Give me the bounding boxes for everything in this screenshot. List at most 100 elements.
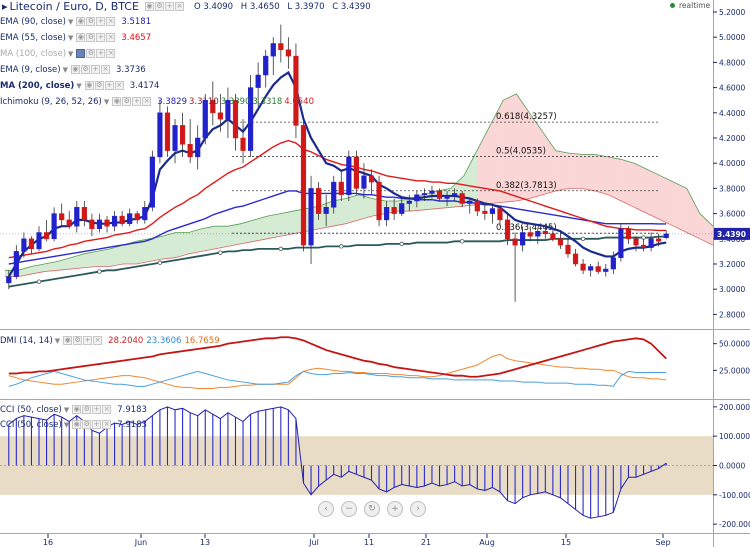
legend-cci-1[interactable]: CCI (50, close) ▼ ◉ ⚙ + × 7.9183: [0, 403, 153, 416]
close-icon[interactable]: ×: [106, 17, 116, 26]
plus-icon[interactable]: +: [96, 33, 106, 42]
close-icon[interactable]: ×: [102, 405, 112, 414]
candle-body: [59, 213, 65, 221]
eye-icon[interactable]: [76, 49, 86, 58]
eye-icon[interactable]: ◉: [84, 81, 94, 90]
eye-icon[interactable]: ◉: [70, 65, 80, 74]
close-icon[interactable]: ×: [106, 49, 116, 58]
close-icon[interactable]: ×: [100, 65, 110, 74]
ichimoku-cloud-segment: [503, 93, 517, 203]
chevron-down-icon[interactable]: ▼: [103, 97, 110, 106]
candle-body: [179, 125, 186, 145]
settings-icon[interactable]: ⚙: [73, 336, 83, 345]
chevron-down-icon[interactable]: ▼: [67, 33, 74, 42]
scroll-right-button[interactable]: ›: [410, 501, 426, 517]
chevron-down-icon[interactable]: ▼: [54, 336, 61, 345]
ichimoku-cloud-segment: [162, 232, 176, 259]
plus-icon[interactable]: +: [90, 65, 100, 74]
settings-icon[interactable]: ⚙: [82, 405, 92, 414]
chevron-down-icon[interactable]: ▼: [67, 17, 74, 26]
candle-body: [187, 144, 193, 158]
eye-icon[interactable]: ◉: [76, 17, 86, 26]
candle-body: [618, 228, 624, 258]
chevron-down-icon[interactable]: ▼: [63, 420, 70, 429]
x-axis-label: Jul: [308, 538, 319, 547]
legend-ema-90[interactable]: EMA (90, close) ▼ ◉ ⚙ + × 3.5181: [0, 15, 157, 28]
ma-200-line: [8, 235, 667, 288]
settings-icon[interactable]: ⚙: [82, 420, 92, 429]
plus-icon[interactable]: +: [96, 49, 106, 58]
legend-name: EMA (90, close): [0, 16, 66, 27]
ichimoku-cloud-segment: [280, 211, 294, 237]
chart-navigation: ‹ − ↻ + ›: [318, 501, 426, 517]
legend-ema-9[interactable]: EMA (9, close) ▼ ◉ ⚙ + × 3.3736: [0, 63, 152, 76]
eye-icon[interactable]: ◉: [72, 420, 82, 429]
plus-icon[interactable]: +: [164, 2, 174, 11]
title-buttons[interactable]: ◉ ⚙ + ×: [144, 2, 184, 11]
eye-icon[interactable]: ◉: [112, 97, 122, 106]
reset-view-button[interactable]: ↻: [364, 501, 380, 517]
legend-ma-200[interactable]: MA (200, close) ▼ ◉ ⚙ + × 3.4174: [0, 79, 165, 92]
settings-icon[interactable]: ⚙: [122, 97, 132, 106]
plus-icon[interactable]: +: [92, 405, 102, 414]
close-icon[interactable]: ×: [114, 81, 124, 90]
candle-body: [482, 210, 488, 214]
candle-body: [542, 230, 548, 235]
candle-body: [368, 175, 375, 183]
close-icon[interactable]: ×: [174, 2, 184, 11]
candle-body: [565, 244, 571, 255]
legend-cci-2[interactable]: CCI (50, close) ▼ ◉ ⚙ + × 7.9183: [0, 418, 153, 431]
ichimoku-cloud-segment: [634, 163, 648, 214]
chevron-down-icon[interactable]: ▼: [76, 81, 82, 90]
zoom-in-button[interactable]: +: [387, 501, 403, 517]
close-icon[interactable]: ×: [102, 420, 112, 429]
eye-icon[interactable]: ◉: [144, 2, 154, 11]
legend-value: 3.3318: [252, 96, 283, 107]
candle-body: [436, 190, 443, 199]
legend-value: 3.3390: [220, 96, 251, 107]
legend-ichimoku[interactable]: Ichimoku (9, 26, 52, 26) ▼ ◉ ⚙ + × 3.3829 3…: [0, 95, 320, 108]
senkou-span-b-line: [5, 187, 714, 278]
settings-icon[interactable]: ⚙: [94, 81, 104, 90]
candle-body: [361, 175, 367, 189]
settings-icon[interactable]: ⚙: [86, 33, 96, 42]
chevron-down-icon[interactable]: ▼: [63, 405, 70, 414]
chevron-down-icon[interactable]: ▼: [68, 49, 74, 58]
ema-90-line: [8, 190, 667, 265]
legend-ma-100[interactable]: MA (100, close) ▼ ⚙ + ×: [0, 47, 127, 60]
legend-dmi[interactable]: DMI (14, 14) ▼ ◉ ⚙ + × 28.2040 23.3606 16.7…: [0, 334, 226, 347]
price-axis-label: 2.8000: [719, 310, 745, 319]
price-axis-label: 3.0000: [719, 285, 745, 294]
eye-icon[interactable]: ◉: [76, 33, 86, 42]
cci-axis-label: 0.0000: [719, 462, 745, 471]
scroll-left-button[interactable]: ‹: [318, 501, 334, 517]
settings-icon[interactable]: ⚙: [86, 49, 96, 58]
last-price-tag: [714, 227, 750, 240]
candle-body: [157, 112, 163, 158]
close-icon[interactable]: ×: [142, 97, 152, 106]
candle-body: [444, 195, 450, 199]
settings-icon[interactable]: ⚙: [80, 65, 90, 74]
plus-icon[interactable]: +: [96, 17, 106, 26]
legend-value: 7.9183: [117, 419, 147, 430]
candle-body: [96, 219, 103, 229]
chevron-down-icon[interactable]: ▼: [62, 65, 68, 74]
close-icon[interactable]: ×: [106, 33, 116, 42]
legend-ema-55[interactable]: EMA (55, close) ▼ ◉ ⚙ + × 3.4657: [0, 31, 157, 44]
eye-icon[interactable]: ◉: [72, 405, 82, 414]
candle-body: [497, 208, 503, 221]
eye-icon[interactable]: ◉: [63, 336, 73, 345]
plus-icon[interactable]: +: [92, 420, 102, 429]
x-axis-label: 16: [43, 538, 53, 547]
ma-200-marker: [641, 235, 646, 240]
plus-icon[interactable]: +: [83, 336, 93, 345]
settings-icon[interactable]: ⚙: [86, 17, 96, 26]
settings-icon[interactable]: ⚙: [154, 2, 164, 11]
ichimoku-cloud-segment: [175, 232, 189, 258]
close-icon[interactable]: ×: [93, 336, 103, 345]
zoom-out-button[interactable]: −: [341, 501, 357, 517]
fibonacci-label: 0.618(4.3257): [496, 112, 557, 122]
symbol-arrow-icon[interactable]: ▸: [2, 0, 8, 13]
plus-icon[interactable]: +: [132, 97, 142, 106]
plus-icon[interactable]: +: [104, 81, 114, 90]
